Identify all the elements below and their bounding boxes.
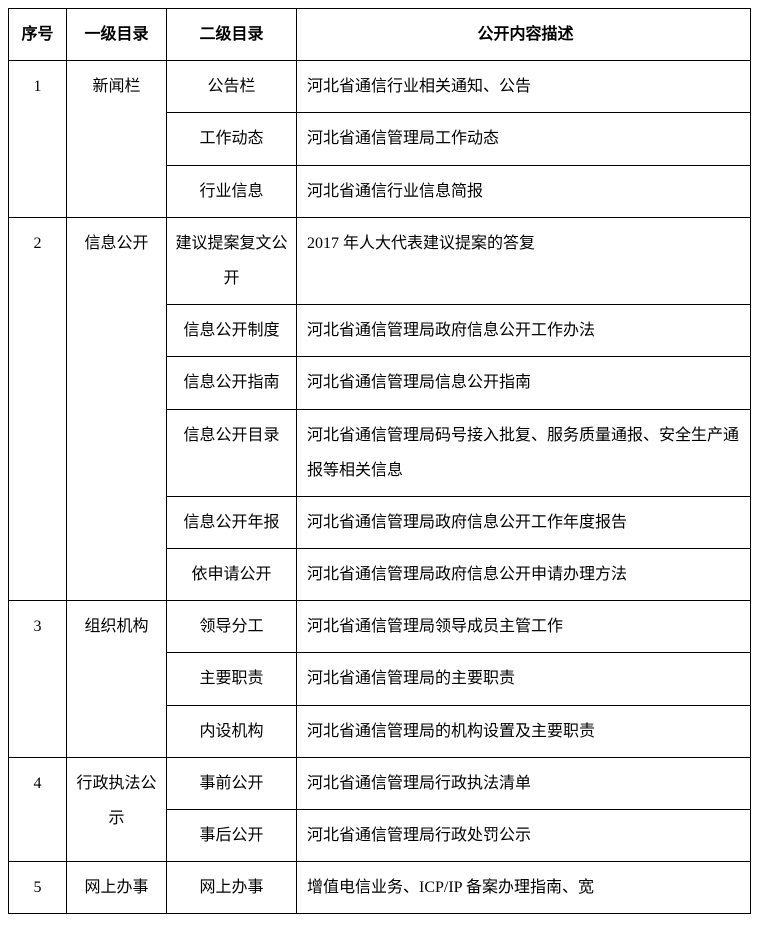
- cell-desc: 河北省通信管理局信息公开指南: [297, 357, 751, 409]
- cell-level2: 事后公开: [167, 810, 297, 862]
- cell-desc: 河北省通信管理局的主要职责: [297, 653, 751, 705]
- cell-desc: 河北省通信行业相关通知、公告: [297, 61, 751, 113]
- table-body: 1 新闻栏 公告栏 河北省通信行业相关通知、公告 工作动态 河北省通信管理局工作…: [9, 61, 751, 914]
- table-row: 1 新闻栏 公告栏 河北省通信行业相关通知、公告: [9, 61, 751, 113]
- table-row: 3 组织机构 领导分工 河北省通信管理局领导成员主管工作: [9, 601, 751, 653]
- cell-desc: 河北省通信管理局工作动态: [297, 113, 751, 165]
- cell-desc: 2017 年人大代表建议提案的答复: [297, 217, 751, 304]
- header-desc: 公开内容描述: [297, 9, 751, 61]
- cell-level1: 信息公开: [67, 217, 167, 601]
- cell-seq: 5: [9, 862, 67, 914]
- cell-level2: 信息公开目录: [167, 409, 297, 496]
- cell-level2: 依申请公开: [167, 549, 297, 601]
- cell-level2: 信息公开年报: [167, 496, 297, 548]
- cell-level2: 网上办事: [167, 862, 297, 914]
- cell-desc: 河北省通信管理局行政执法清单: [297, 757, 751, 809]
- table-row: 4 行政执法公示 事前公开 河北省通信管理局行政执法清单: [9, 757, 751, 809]
- header-seq: 序号: [9, 9, 67, 61]
- cell-desc: 河北省通信管理局领导成员主管工作: [297, 601, 751, 653]
- cell-level2: 主要职责: [167, 653, 297, 705]
- cell-level2: 领导分工: [167, 601, 297, 653]
- header-row: 序号 一级目录 二级目录 公开内容描述: [9, 9, 751, 61]
- cell-level2: 公告栏: [167, 61, 297, 113]
- cell-level2: 信息公开制度: [167, 305, 297, 357]
- cell-desc: 河北省通信管理局政府信息公开工作办法: [297, 305, 751, 357]
- cell-desc: 河北省通信行业信息简报: [297, 165, 751, 217]
- cell-seq: 2: [9, 217, 67, 601]
- cell-desc: 河北省通信管理局政府信息公开申请办理方法: [297, 549, 751, 601]
- cell-seq: 1: [9, 61, 67, 218]
- table-row: 2 信息公开 建议提案复文公开 2017 年人大代表建议提案的答复: [9, 217, 751, 304]
- cell-level1: 新闻栏: [67, 61, 167, 218]
- header-level2: 二级目录: [167, 9, 297, 61]
- cell-seq: 3: [9, 601, 67, 758]
- cell-desc: 河北省通信管理局的机构设置及主要职责: [297, 705, 751, 757]
- cell-level2: 建议提案复文公开: [167, 217, 297, 304]
- cell-level2: 工作动态: [167, 113, 297, 165]
- cell-level2: 信息公开指南: [167, 357, 297, 409]
- table-row: 5 网上办事 网上办事 增值电信业务、ICP/IP 备案办理指南、宽: [9, 862, 751, 914]
- cell-desc: 增值电信业务、ICP/IP 备案办理指南、宽: [297, 862, 751, 914]
- cell-level2: 内设机构: [167, 705, 297, 757]
- cell-desc: 河北省通信管理局行政处罚公示: [297, 810, 751, 862]
- catalog-table: 序号 一级目录 二级目录 公开内容描述 1 新闻栏 公告栏 河北省通信行业相关通…: [8, 8, 751, 914]
- cell-level1: 行政执法公示: [67, 757, 167, 861]
- cell-level1: 组织机构: [67, 601, 167, 758]
- cell-seq: 4: [9, 757, 67, 861]
- header-level1: 一级目录: [67, 9, 167, 61]
- cell-level2: 行业信息: [167, 165, 297, 217]
- cell-level1: 网上办事: [67, 862, 167, 914]
- cell-desc: 河北省通信管理局政府信息公开工作年度报告: [297, 496, 751, 548]
- cell-level2: 事前公开: [167, 757, 297, 809]
- cell-desc: 河北省通信管理局码号接入批复、服务质量通报、安全生产通报等相关信息: [297, 409, 751, 496]
